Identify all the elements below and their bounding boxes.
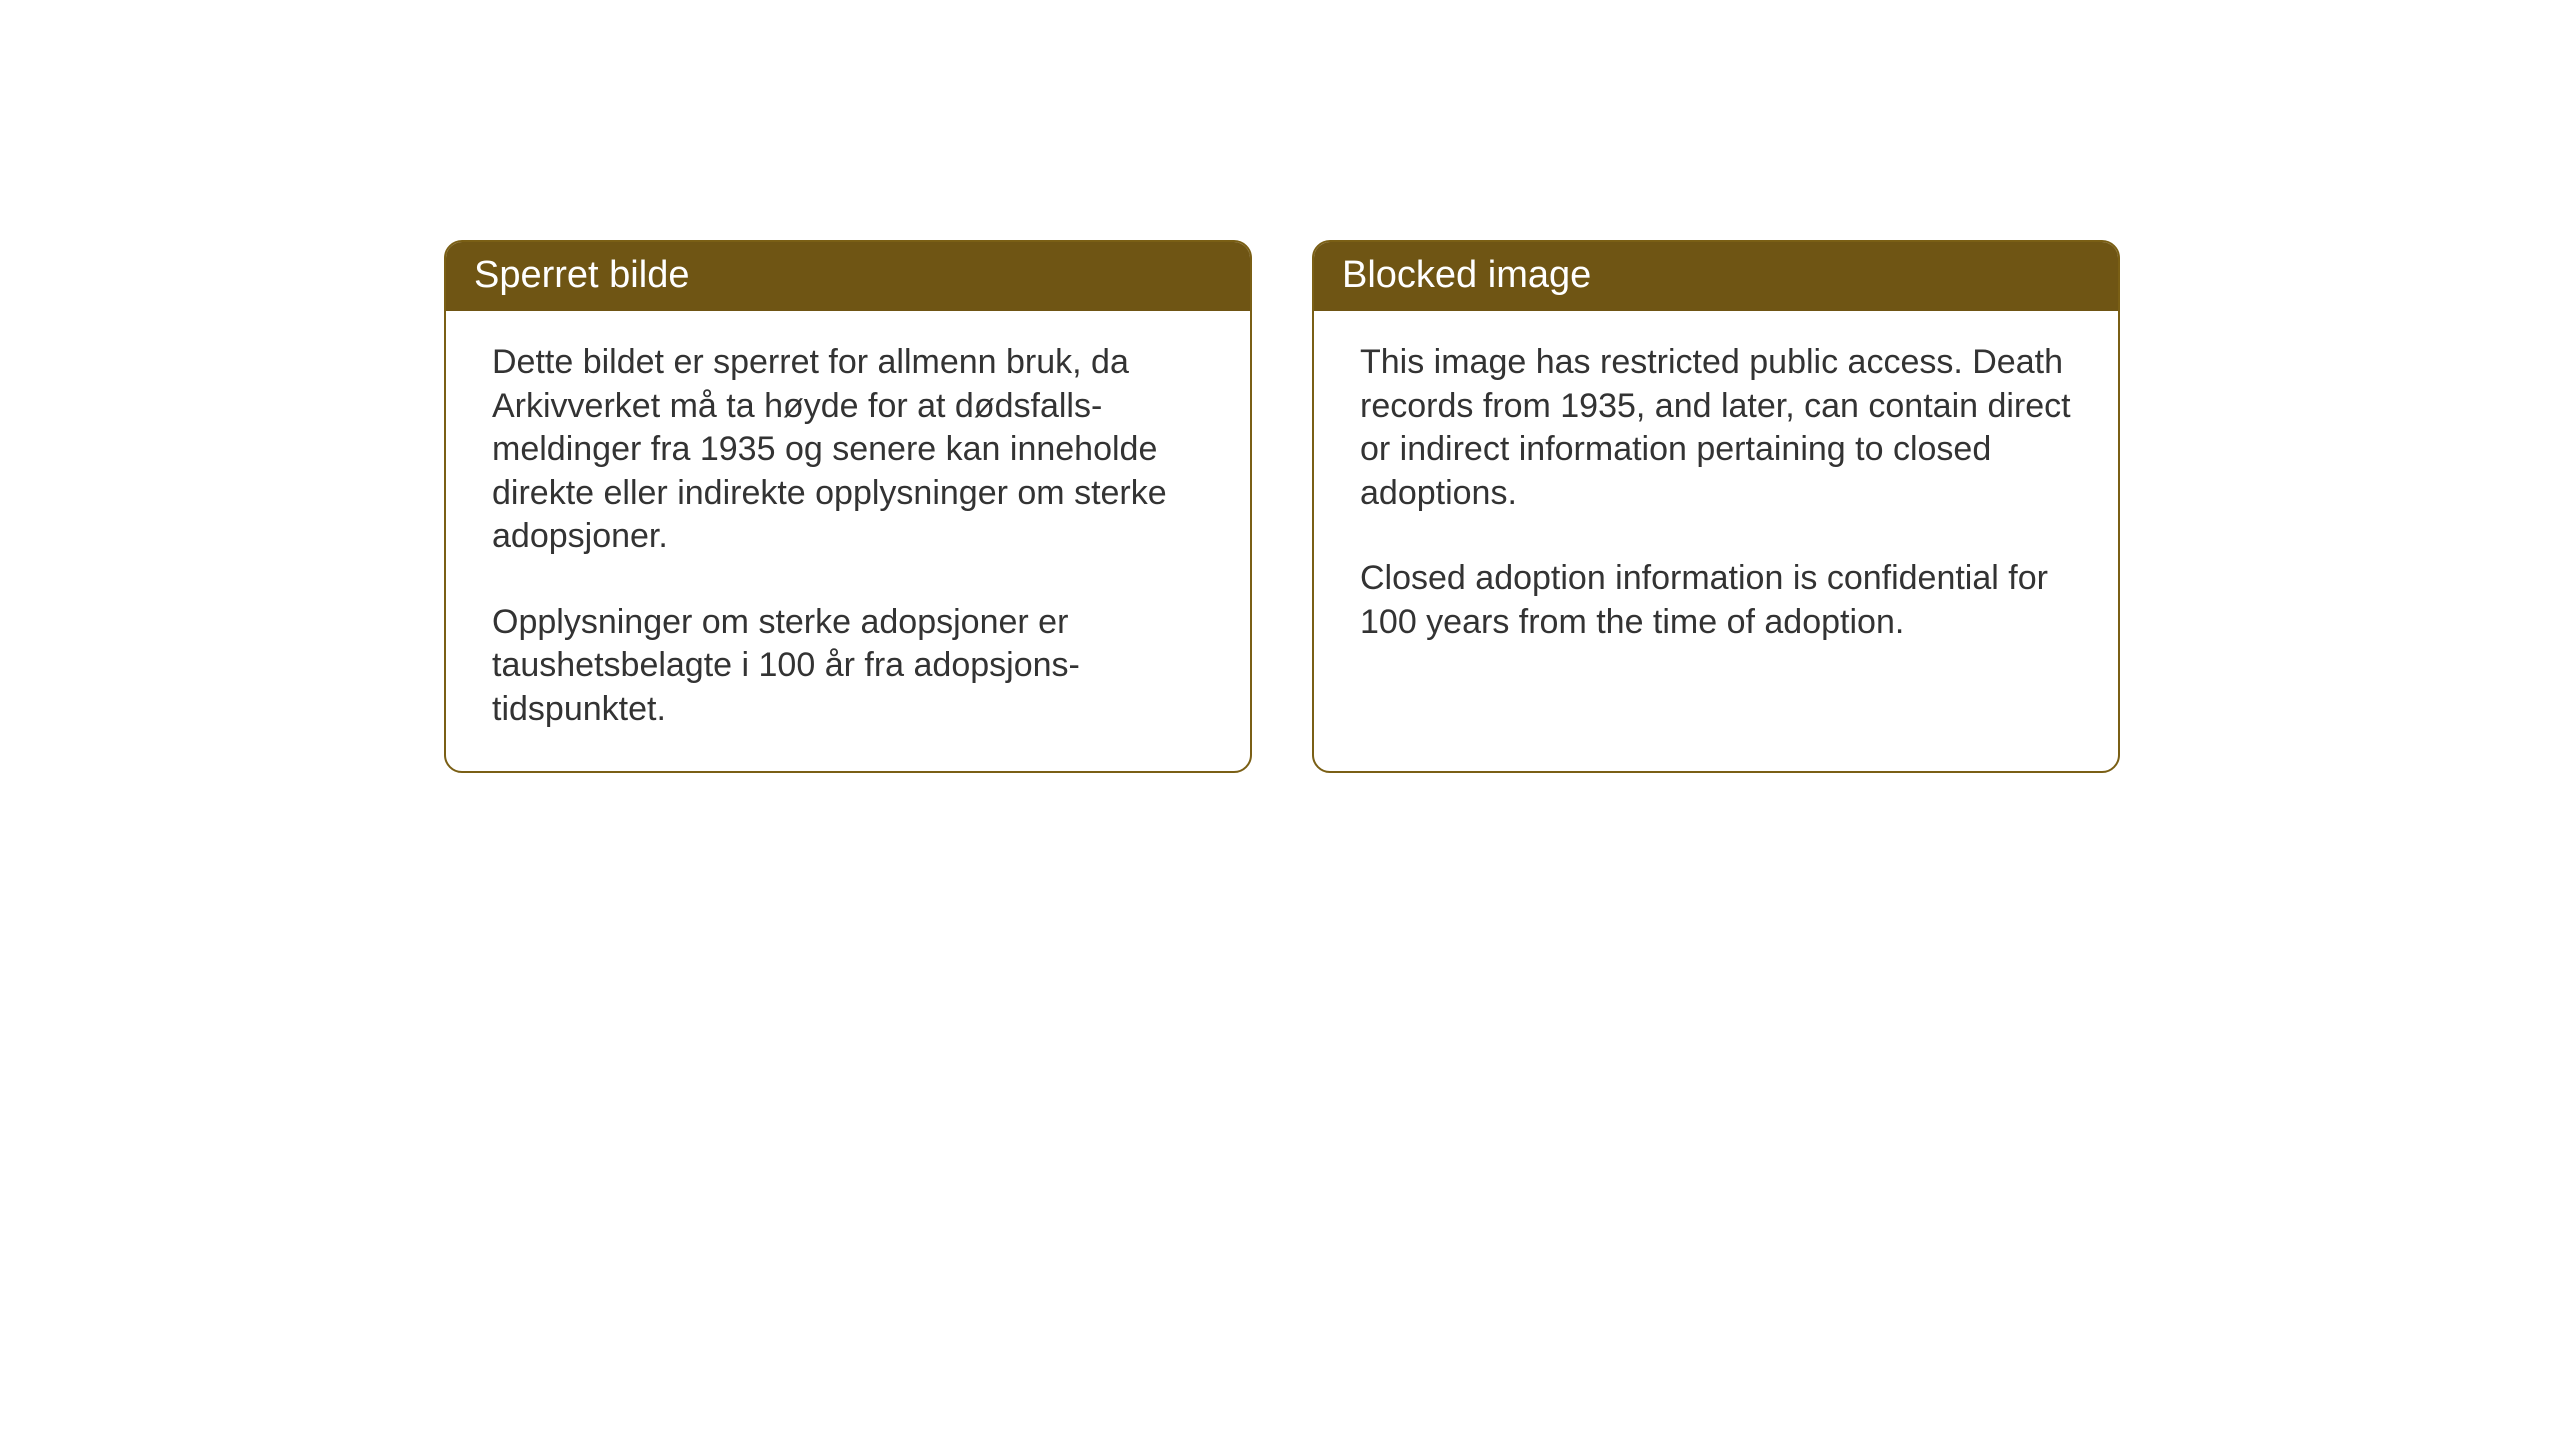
card-paragraph-norwegian-2: Opplysninger om sterke adopsjoner er tau…	[492, 601, 1204, 732]
card-paragraph-english-2: Closed adoption information is confident…	[1360, 557, 2072, 644]
card-body-english: This image has restricted public access.…	[1314, 311, 2118, 684]
card-title-english: Blocked image	[1314, 242, 2118, 311]
card-body-norwegian: Dette bildet er sperret for allmenn bruk…	[446, 311, 1250, 771]
notice-container: Sperret bilde Dette bildet er sperret fo…	[444, 240, 2120, 773]
blocked-image-card-norwegian: Sperret bilde Dette bildet er sperret fo…	[444, 240, 1252, 773]
card-paragraph-english-1: This image has restricted public access.…	[1360, 341, 2072, 515]
card-paragraph-norwegian-1: Dette bildet er sperret for allmenn bruk…	[492, 341, 1204, 559]
card-title-norwegian: Sperret bilde	[446, 242, 1250, 311]
blocked-image-card-english: Blocked image This image has restricted …	[1312, 240, 2120, 773]
